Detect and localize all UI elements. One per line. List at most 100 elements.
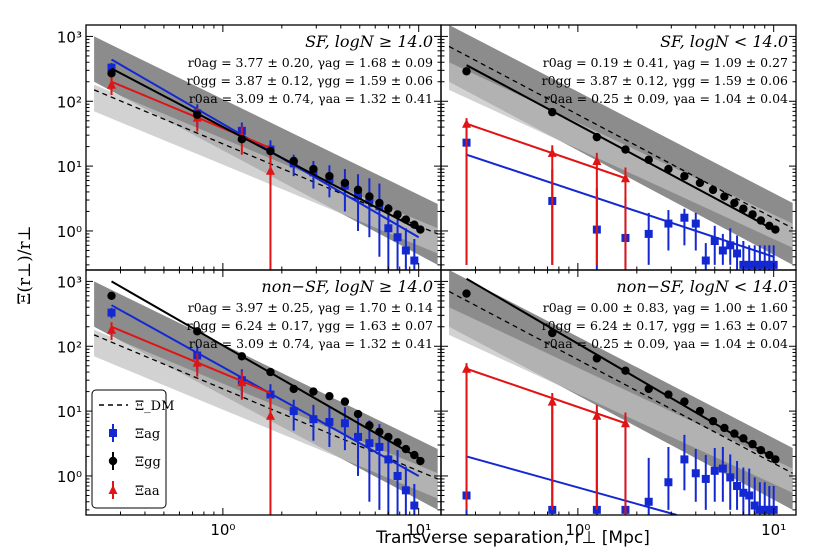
legend-marker-aa: [108, 485, 118, 494]
data-point-gg: [720, 423, 729, 433]
data-point-gg: [289, 384, 298, 394]
data-point-ag: [354, 432, 363, 441]
data-point-gg: [765, 221, 774, 231]
data-point-ag: [733, 249, 742, 258]
data-point-gg: [548, 328, 557, 338]
y-tick-label: 10⁰: [57, 223, 82, 241]
fit-line-aa: [466, 122, 626, 180]
data-point-gg: [365, 192, 374, 201]
panel-title: SF, logN < 14.0: [660, 32, 788, 51]
data-point-ag: [718, 464, 727, 473]
fit-annotation: r0gg = 3.87 ± 0.12, γgg = 1.59 ± 0.06: [187, 73, 433, 88]
plot-area: [93, 280, 438, 515]
data-point-ag: [760, 505, 769, 514]
fit-line-gg: [466, 64, 775, 231]
data-point-ag: [410, 501, 419, 510]
data-point-gg: [309, 164, 318, 174]
data-point-gg: [621, 145, 630, 154]
data-point-ag: [107, 63, 116, 72]
data-point-ag: [726, 473, 735, 482]
data-point-aa: [462, 363, 472, 373]
data-point-gg: [644, 384, 653, 394]
data-point-gg: [621, 366, 630, 375]
data-point-aa: [462, 118, 472, 128]
data-point-ag: [745, 491, 754, 500]
y-tick-label: 10³: [57, 28, 82, 46]
data-point-ag: [401, 246, 410, 255]
data-point-gg: [695, 178, 705, 188]
panel-frame: [440, 269, 797, 516]
data-point-gg: [365, 421, 374, 430]
data-point-aa: [620, 173, 630, 183]
data-point-gg: [730, 429, 739, 438]
data-point-ag: [410, 256, 419, 265]
dm-band-light-overlay: [94, 84, 438, 254]
data-point-ag: [289, 407, 298, 416]
data-point-ag: [745, 260, 754, 269]
x-tick-label: 10¹: [761, 521, 786, 539]
panel-title: non−SF, logN < 14.0: [616, 277, 788, 296]
fit-annotation: r0ag = 3.97 ± 0.25, γag = 1.70 ± 0.14: [188, 300, 433, 315]
data-point-ag: [733, 482, 742, 491]
data-point-gg: [592, 354, 602, 363]
data-point-gg: [664, 164, 673, 174]
fit-annotation: r0ag = 0.00 ± 0.83, γag = 1.00 ± 1.60: [543, 300, 788, 315]
data-point-gg: [340, 397, 350, 406]
data-point-ag: [664, 219, 673, 228]
data-point-ag: [750, 260, 759, 269]
fit-annotation: r0aa = 0.25 ± 0.09, γaa = 1.04 ± 0.04: [544, 336, 788, 351]
fit-annotation: r0gg = 6.24 ± 0.17, γgg = 1.63 ± 0.07: [542, 318, 788, 333]
data-point-ag: [644, 229, 653, 238]
data-point-ag: [765, 260, 774, 269]
data-point-aa: [107, 79, 117, 89]
data-point-gg: [462, 67, 471, 76]
data-point-gg: [384, 432, 393, 442]
data-point-gg: [340, 178, 350, 188]
data-point-gg: [664, 390, 673, 399]
fit-line-aa: [466, 367, 626, 425]
data-point-ag: [664, 478, 673, 487]
x-axis-label: Transverse separation, r⊥ [Mpc]: [375, 528, 650, 548]
data-point-ag: [365, 439, 374, 448]
data-point-ag: [710, 237, 719, 246]
data-point-gg: [410, 220, 419, 229]
data-point-ag: [393, 471, 402, 480]
dm-line: [448, 290, 793, 474]
legend: Ξ_DM Ξag Ξgg Ξaa: [91, 389, 174, 509]
data-point-gg: [237, 135, 247, 144]
data-point-gg: [375, 198, 384, 208]
data-point-ag: [739, 260, 748, 269]
data-point-aa: [547, 147, 557, 157]
y-tick-label: 10²: [57, 93, 82, 111]
data-point-ag: [309, 415, 318, 424]
data-point-gg: [237, 352, 247, 361]
dm-band-light-overlay: [449, 307, 793, 493]
data-point-ag: [755, 505, 764, 514]
dm-line: [448, 45, 793, 229]
data-point-gg: [720, 192, 729, 201]
data-point-gg: [708, 416, 718, 426]
dm-band-light-overlay: [94, 329, 438, 499]
legend-label-gg: Ξgg: [135, 455, 161, 470]
plot-area: [448, 25, 793, 270]
data-point-ag: [750, 501, 759, 510]
panel-bottom-left: 10⁰ 10¹ 10² 10³ 10⁰ 10¹ non−SF, logN ≥ 14.0 r0a…: [57, 269, 442, 539]
fit-annotation: r0aa = 3.09 ± 0.74, γaa = 1.32 ± 0.41: [189, 336, 433, 351]
fit-annotation: r0gg = 6.24 ± 0.17, γgg = 1.63 ± 0.07: [187, 318, 433, 333]
x-tick-label: 10¹: [406, 521, 431, 539]
data-point-ag: [691, 469, 700, 478]
data-point-gg: [771, 455, 780, 464]
fit-line-ag: [466, 455, 678, 515]
data-point-gg: [393, 210, 402, 219]
data-point-ag: [760, 260, 769, 269]
panel-title: non−SF, logN ≥ 14.0: [261, 277, 433, 296]
data-point-ag: [266, 390, 275, 399]
data-point-gg: [644, 155, 653, 165]
data-point-gg: [375, 427, 384, 436]
data-point-gg: [771, 225, 780, 234]
data-point-ag: [680, 455, 689, 464]
fit-annotation: r0ag = 0.19 ± 0.41, γag = 1.09 ± 0.27: [543, 55, 788, 70]
data-point-ag: [680, 213, 689, 222]
plot-area: [93, 36, 438, 270]
data-point-gg: [384, 204, 393, 213]
